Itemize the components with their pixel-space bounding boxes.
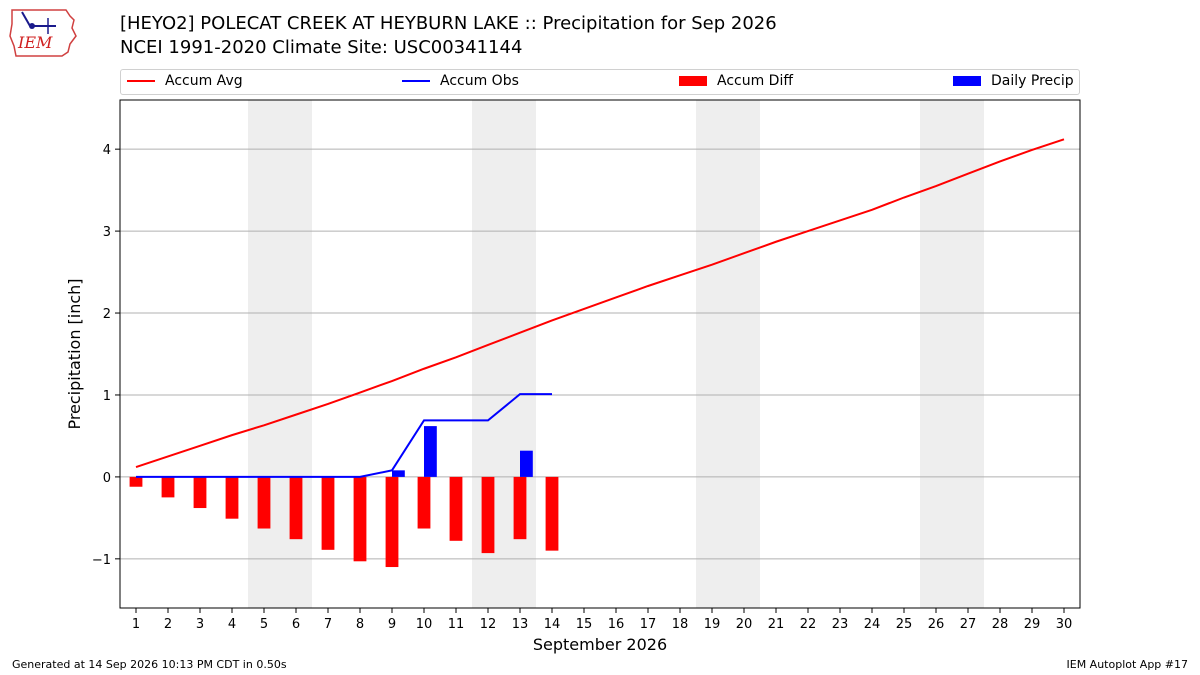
bars	[129, 426, 559, 568]
x-tick-label: 9	[388, 617, 396, 632]
legend-swatch-accum-diff	[679, 76, 707, 86]
daily-precip-bar	[520, 450, 533, 477]
legend-item-accum-diff: Accum Diff	[679, 73, 793, 89]
app-id: IEM Autoplot App #17	[1066, 658, 1189, 671]
accum-diff-bar	[321, 476, 335, 550]
x-tick-label: 25	[896, 617, 913, 632]
x-tick-label: 14	[544, 617, 561, 632]
legend-swatch-accum-avg	[127, 80, 155, 82]
accum-diff-bar	[257, 476, 271, 529]
accum-diff-bar	[193, 476, 207, 509]
x-tick-label: 20	[736, 617, 753, 632]
generated-timestamp: Generated at 14 Sep 2026 10:13 PM CDT in…	[12, 658, 287, 671]
y-tick-label: 0	[103, 471, 111, 486]
x-tick-label: 27	[960, 617, 977, 632]
y-axis-label: Precipitation [inch]	[65, 278, 84, 429]
legend-label-daily-precip: Daily Precip	[991, 73, 1074, 89]
accum-diff-bar	[481, 476, 495, 554]
x-tick-label: 7	[324, 617, 332, 632]
x-axis-label: September 2026	[533, 635, 667, 654]
lines	[135, 138, 1065, 478]
x-tick-label: 3	[196, 617, 204, 632]
legend: Accum Avg Accum Obs Accum Diff Daily Pre…	[120, 69, 1080, 95]
accum-avg-line	[135, 138, 1065, 469]
y-tick-label: 4	[103, 143, 111, 158]
x-tick-label: 21	[768, 617, 785, 632]
chart-title: [HEYO2] POLECAT CREEK AT HEYBURN LAKE ::…	[120, 13, 777, 34]
x-axis-ticks: 1 2 3 4 5 6 7 8 9 10 11 12 13 14 15 16 17 18 19 20 21 22 23 24 2…	[132, 608, 1072, 632]
legend-label-accum-diff: Accum Diff	[717, 73, 794, 89]
y-tick-label: −1	[92, 553, 111, 568]
x-tick-label: 24	[864, 617, 881, 632]
plot-frame	[119, 99, 1081, 609]
legend-label-accum-avg: Accum Avg	[165, 73, 243, 89]
accum-diff-bar	[161, 476, 175, 498]
x-tick-label: 29	[1024, 617, 1041, 632]
daily-precip-bar	[392, 470, 405, 477]
accum-diff-bar	[353, 476, 367, 562]
daily-precip-bar	[424, 426, 437, 477]
x-tick-label: 12	[480, 617, 497, 632]
x-tick-label: 8	[356, 617, 364, 632]
legend-item-daily-precip: Daily Precip	[953, 73, 1074, 89]
iem-logo: IEM	[9, 9, 77, 57]
x-tick-label: 1	[132, 617, 140, 632]
y-tick-label: 2	[103, 307, 111, 322]
accum-diff-bar	[449, 476, 463, 541]
x-tick-label: 4	[228, 617, 236, 632]
x-tick-label: 15	[576, 617, 593, 632]
x-tick-label: 2	[164, 617, 172, 632]
legend-item-accum-avg: Accum Avg	[127, 73, 243, 89]
legend-swatch-accum-obs	[402, 80, 430, 82]
x-tick-label: 19	[704, 617, 721, 632]
x-tick-label: 22	[800, 617, 817, 632]
accum-diff-bar	[545, 476, 559, 551]
legend-swatch-daily-precip	[953, 76, 981, 86]
y-axis-ticks: −1 0 1 2 3 4	[92, 143, 120, 568]
x-tick-label: 26	[928, 617, 945, 632]
accum-diff-bar	[289, 476, 303, 540]
weather-vane-icon	[21, 11, 31, 27]
x-tick-label: 28	[992, 617, 1009, 632]
x-tick-label: 10	[416, 617, 433, 632]
accum-diff-bar	[385, 476, 399, 568]
y-tick-label: 3	[103, 225, 111, 240]
chart-subtitle: NCEI 1991-2020 Climate Site: USC00341144	[120, 37, 523, 58]
accum-diff-bar	[225, 476, 239, 519]
logo-text: IEM	[17, 33, 53, 52]
x-tick-label: 13	[512, 617, 529, 632]
weekend-shade-2	[696, 100, 760, 608]
legend-item-accum-obs: Accum Obs	[402, 73, 519, 89]
x-tick-label: 16	[608, 617, 625, 632]
accum-obs-line	[136, 393, 552, 478]
weekend-shade-3	[920, 100, 984, 608]
x-tick-label: 17	[640, 617, 657, 632]
x-tick-label: 11	[448, 617, 465, 632]
legend-label-accum-obs: Accum Obs	[440, 73, 519, 89]
x-tick-label: 5	[260, 617, 268, 632]
x-tick-label: 18	[672, 617, 689, 632]
accum-diff-bar	[129, 476, 143, 487]
y-tick-label: 1	[103, 389, 111, 404]
x-tick-label: 23	[832, 617, 849, 632]
x-tick-label: 30	[1056, 617, 1073, 632]
x-tick-label: 6	[292, 617, 300, 632]
accum-diff-bar	[513, 476, 527, 540]
accum-diff-bar	[417, 476, 431, 529]
